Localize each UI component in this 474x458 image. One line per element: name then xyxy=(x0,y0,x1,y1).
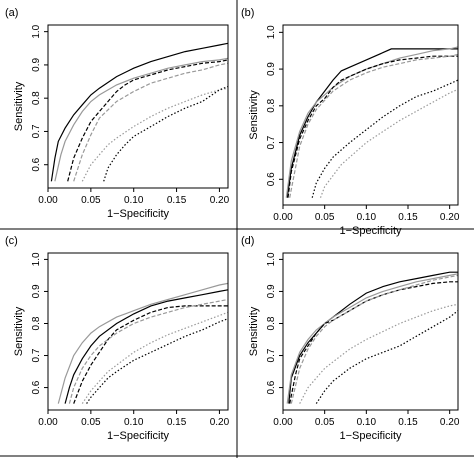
y-tick-label: 1.0 xyxy=(31,24,42,38)
series-line-3 xyxy=(67,59,228,182)
x-axis-label: 1−Specificity xyxy=(339,430,402,442)
y-tick-label: 0.7 xyxy=(266,348,277,362)
x-tick-label: 0.05 xyxy=(81,417,101,428)
y-axis-label: Sensitivity xyxy=(248,90,260,140)
x-tick-label: 0.05 xyxy=(315,212,335,223)
plot-frame xyxy=(47,252,229,411)
x-tick-label: 0.00 xyxy=(38,417,58,428)
series-line-5 xyxy=(311,79,458,198)
y-axis-label: Sensitivity xyxy=(13,81,25,131)
x-tick-label: 0.00 xyxy=(273,212,293,223)
y-tick-label: 0.7 xyxy=(31,348,42,362)
y-tick-label: 0.9 xyxy=(31,58,42,72)
series-line-1 xyxy=(64,289,228,404)
y-tick-label: 0.8 xyxy=(266,316,277,330)
x-tick-label: 0.05 xyxy=(315,417,335,428)
x-tick-label: 0.10 xyxy=(124,195,144,206)
series-line-4 xyxy=(289,53,458,198)
series-line-5 xyxy=(81,311,228,404)
y-tick-label: 0.6 xyxy=(266,380,277,394)
chart-panel-3: 0.00 0.05 0.10 0.15 0.20 0.6 0.7 0.8 0.9 1.0 1−Spe… xyxy=(5,235,230,442)
series-line-6 xyxy=(103,85,228,182)
y-tick-label: 1.0 xyxy=(266,252,277,266)
chart-panel-1: 0.00 0.05 0.10 0.15 0.20 0.6 0.7 0.8 0.9 1.0 1−Spe… xyxy=(5,7,230,220)
x-tick-label: 0.15 xyxy=(398,417,418,428)
y-axis-label: Sensitivity xyxy=(13,306,25,356)
series-line-2 xyxy=(54,57,228,182)
y-tick-label: 0.8 xyxy=(31,316,42,330)
y-tick-label: 0.6 xyxy=(31,380,42,394)
series-line-2 xyxy=(286,273,458,404)
y-tick-label: 0.9 xyxy=(266,284,277,298)
y-tick-label: 0.7 xyxy=(31,124,42,138)
x-tick-label: 0.20 xyxy=(210,417,230,428)
chart-panel-4: 0.00 0.05 0.10 0.15 0.20 0.6 0.7 0.8 0.9 1.0 1−Spe… xyxy=(241,235,460,442)
series-group xyxy=(286,271,458,404)
panel-label: (c) xyxy=(5,235,18,247)
series-line-6 xyxy=(319,88,458,198)
y-tick-label: 0.8 xyxy=(266,98,277,112)
y-tick-label: 1.0 xyxy=(266,25,277,39)
series-line-1 xyxy=(50,42,228,182)
y-tick-label: 0.7 xyxy=(266,135,277,149)
series-line-3 xyxy=(73,305,228,404)
plot-frame xyxy=(282,252,459,411)
series-line-1 xyxy=(286,48,458,198)
series-line-1 xyxy=(288,271,458,404)
x-tick-label: 0.00 xyxy=(38,195,58,206)
plot-frame xyxy=(47,24,229,189)
x-tick-label: 0.15 xyxy=(398,212,418,223)
y-tick-label: 0.6 xyxy=(266,172,277,186)
x-tick-label: 0.15 xyxy=(167,417,187,428)
series-line-6 xyxy=(86,318,228,404)
y-tick-label: 0.9 xyxy=(31,284,42,298)
series-line-4 xyxy=(68,298,228,404)
x-tick-label: 0.10 xyxy=(124,417,144,428)
x-tick-label: 0.00 xyxy=(273,417,293,428)
panel-label: (b) xyxy=(241,7,254,19)
panel-label: (d) xyxy=(241,235,254,247)
x-axis-label: 1−Specificity xyxy=(107,430,170,442)
series-line-3 xyxy=(287,55,458,198)
series-group xyxy=(50,42,228,182)
series-line-5 xyxy=(81,87,228,182)
x-axis-label: 1−Specificity xyxy=(107,208,170,220)
y-tick-label: 0.8 xyxy=(31,91,42,105)
y-tick-label: 0.9 xyxy=(266,62,277,76)
x-axis-label: 1−Specificity xyxy=(339,225,402,237)
y-tick-label: 1.0 xyxy=(31,252,42,266)
series-line-2 xyxy=(57,282,228,404)
series-group xyxy=(57,282,228,404)
y-tick-label: 0.6 xyxy=(31,157,42,171)
x-tick-label: 0.10 xyxy=(357,212,377,223)
series-line-4 xyxy=(290,274,458,404)
x-tick-label: 0.05 xyxy=(81,195,101,206)
series-line-4 xyxy=(73,62,228,182)
chart-panel-2: 0.00 0.05 0.10 0.15 0.20 0.6 0.7 0.8 0.9 1.0 1−Spe… xyxy=(241,7,460,237)
panel-label: (a) xyxy=(5,7,18,19)
plot-frame xyxy=(282,24,459,206)
chart-panels: 0.00 0.05 0.10 0.15 0.20 0.6 0.7 0.8 0.9 1.0 1−Spe… xyxy=(5,7,460,442)
series-line-6 xyxy=(315,310,458,404)
x-tick-label: 0.20 xyxy=(440,212,460,223)
x-tick-label: 0.20 xyxy=(440,417,460,428)
x-tick-label: 0.20 xyxy=(210,195,230,206)
x-tick-label: 0.10 xyxy=(357,417,377,428)
series-line-3 xyxy=(289,281,458,404)
x-tick-label: 0.15 xyxy=(167,195,187,206)
series-group xyxy=(285,46,458,198)
series-line-2 xyxy=(285,46,458,198)
y-axis-label: Sensitivity xyxy=(248,306,260,356)
